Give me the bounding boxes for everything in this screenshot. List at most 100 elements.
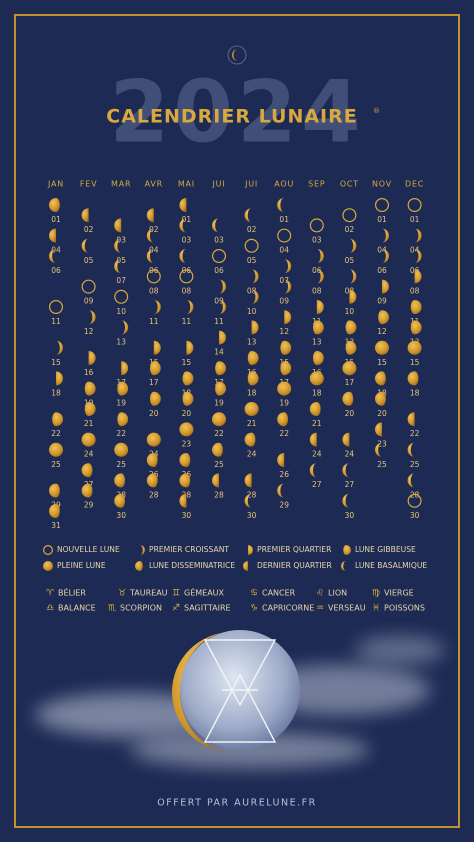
day-label: 19 [214,399,224,408]
moon-phase [81,483,93,498]
moon-icon [407,198,422,213]
day-label: 06 [51,266,61,275]
moon-phase [284,279,292,294]
day-label: 10 [116,307,126,316]
moon-phase [49,504,60,518]
zodiac-name: TAUREAU [129,589,168,598]
zodiac-symbol: ♓ [372,604,380,614]
moon-phase [410,300,422,314]
moon-phase [244,208,252,223]
day-label: 07 [116,276,126,285]
zodiac-legend: ♈ BÉLIER ♉ TAUREAU ♊ GÉMEAUX ♋ CANCER ♌ LION ♍ VIER… [46,587,425,614]
day-label: 28 [214,490,224,499]
moon-icon [49,198,60,212]
day-label: 06 [312,266,322,275]
new-moon [114,289,129,304]
moon-phase [251,320,259,335]
moon-icon [342,361,357,376]
moon-icon [342,208,357,223]
moon-phase [375,371,386,386]
moon-icon [153,340,161,355]
moon-phase [121,361,129,376]
moon-phase [375,391,386,406]
month-name: SEP [308,180,325,189]
moon-icon [277,228,292,243]
day-label: 23 [377,439,387,448]
moon-icon [219,300,226,314]
phase-label: PREMIER CROISSANT [149,545,229,554]
moon-phase [251,269,259,284]
zodiac-symbol: ♉ [118,589,126,599]
full-moon [49,442,63,457]
moon-phase [215,381,226,396]
moon-icon [309,463,317,478]
moon-icon [179,422,194,437]
zodiac-name: VERSEAU [328,604,366,613]
moon-icon [121,361,129,376]
moon-icon [121,320,129,335]
moon-phase [342,391,354,406]
moon-phase [81,463,93,478]
day-label: 20 [345,409,355,418]
moon-icon [342,391,354,406]
moon-icon [88,310,96,325]
new-moon [277,228,292,243]
day-label: 10 [345,307,355,316]
moon-icon [407,371,419,386]
moon-icon [81,279,96,294]
month-name: JUI [244,180,258,189]
new-moon [244,238,259,253]
day-label: 01 [51,215,61,224]
day-label: 08 [410,286,420,295]
moon-icon [212,218,219,233]
moon-icon [378,310,389,325]
moon-icon [284,279,292,294]
day-label: 24 [84,450,94,459]
moon-icon [146,249,154,263]
day-label: 09 [377,297,387,306]
zodiac-symbol: ♒ [316,604,324,614]
day-label: 03 [214,235,224,244]
zodiac-name: LION [328,589,347,598]
day-label: 25 [214,460,224,469]
moon-phase [121,320,129,335]
full-moon [407,340,422,355]
moon-phase [146,228,154,243]
zodiac-symbol: ♌ [316,589,324,599]
moon-phase [179,473,191,488]
moon-icon [81,238,89,253]
moon-phase [81,238,89,253]
full-moon [146,432,161,447]
moon-icon [182,391,194,406]
moon-phase [316,269,324,284]
new-moon [48,300,63,315]
full-moon [375,340,389,355]
day-label: 22 [214,429,224,438]
day-label: 02 [84,225,94,234]
moon-icon [247,371,259,386]
moon-icon [316,249,324,263]
day-label: 22 [279,429,289,438]
moon-icon [146,208,154,223]
moon-icon [407,493,422,508]
new-moon [375,198,390,213]
moon-phase [117,381,129,396]
moon-phase [49,483,60,498]
day-label: 04 [410,246,420,255]
moon-phase [135,561,143,571]
moon-phase [215,361,226,376]
moon-phase [212,473,219,488]
moon-icon [244,238,259,253]
day-label: 18 [410,388,420,397]
moon-icon [382,228,389,243]
day-label: 01 [377,215,387,224]
moon-icon [309,432,317,447]
new-moon [342,208,357,223]
month-name: NOV [372,180,392,189]
zodiac-symbol: ♋ [250,589,258,599]
moon-phase [146,473,158,488]
day-label: 12 [377,327,387,336]
zodiac-name: VIERGE [384,589,414,598]
moon-phase [219,279,226,294]
day-label: 09 [214,297,224,306]
